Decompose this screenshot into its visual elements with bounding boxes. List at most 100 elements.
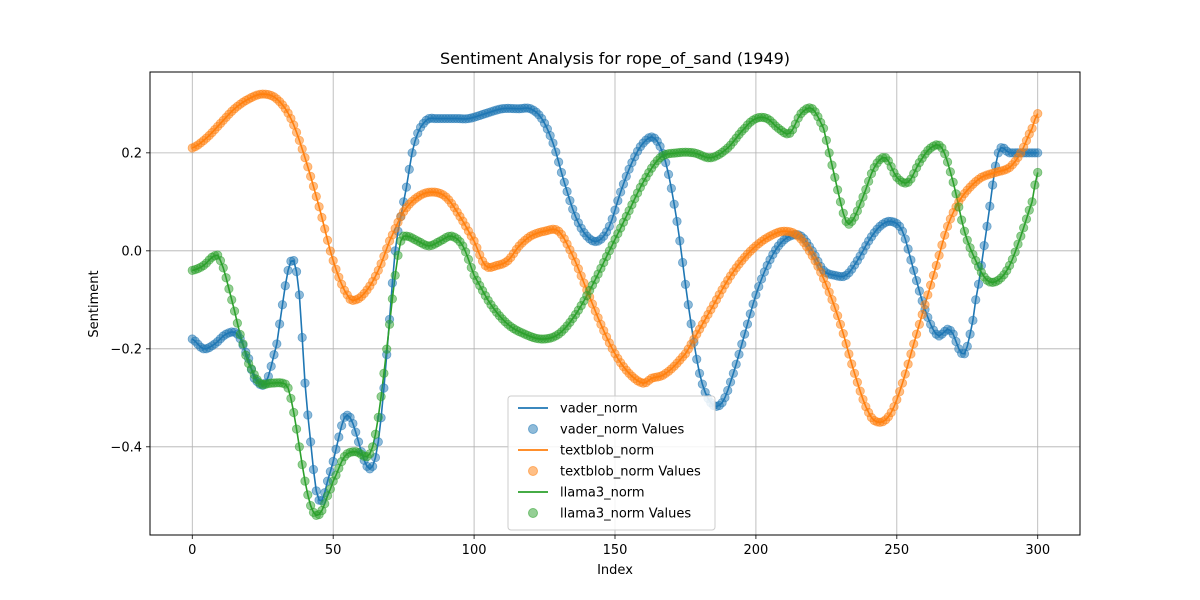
vader_norm-point (697, 379, 707, 389)
vader_norm-point (401, 182, 412, 192)
series-layer (187, 89, 1043, 521)
textblob_norm-point (320, 224, 330, 234)
vader_norm-point (903, 244, 913, 254)
x-tick-label: 0 (188, 543, 196, 558)
vader_norm-point (754, 282, 764, 292)
llama3_norm-point (1033, 167, 1043, 178)
textblob_norm-point (900, 369, 910, 379)
textblob_norm-point (311, 191, 321, 202)
legend-marker-swatch (528, 424, 538, 434)
legend-label: llama3_norm (560, 486, 645, 501)
vader_norm-point (906, 255, 916, 265)
textblob_norm-point (835, 319, 846, 329)
vader_norm-point (269, 350, 279, 360)
llama3_norm-markers (187, 103, 1043, 521)
llama3_norm-point (948, 177, 958, 187)
textblob_norm-point (844, 349, 854, 359)
vader_norm-point (663, 169, 674, 179)
llama3_norm-point (861, 184, 871, 195)
vader_norm-point (368, 461, 378, 472)
vader_norm-point (965, 329, 975, 339)
legend-label: vader_norm Values (560, 423, 685, 438)
y-tick-label: −0.4 (110, 440, 142, 455)
y-axis-label: Sentiment (87, 270, 102, 337)
vader_norm-point (303, 410, 313, 420)
llama3_norm-point (325, 484, 335, 494)
vader_norm-markers (187, 103, 1043, 506)
llama3_norm-point (824, 148, 834, 158)
textblob_norm-point (852, 377, 862, 387)
llama3_norm-point (227, 295, 237, 305)
llama3_norm-point (370, 429, 381, 439)
llama3_norm-point (821, 135, 831, 145)
textblob_norm-point (1027, 123, 1037, 133)
llama3_norm-point (294, 442, 304, 452)
vader_norm-point (666, 183, 676, 193)
vader_norm-point (300, 378, 310, 388)
llama3_norm-point (297, 459, 307, 470)
textblob_norm-point (847, 359, 857, 369)
llama3_norm-point (229, 306, 240, 316)
textblob_norm-point (379, 251, 389, 261)
vader_norm-point (348, 418, 358, 429)
vader_norm-point (306, 437, 316, 447)
vader_norm-point (404, 164, 414, 174)
vader_norm-point (973, 279, 984, 289)
llama3_norm-point (218, 263, 228, 273)
legend-label: textblob_norm Values (560, 465, 701, 480)
vader_norm-point (678, 257, 688, 268)
vader_norm-point (672, 216, 682, 227)
llama3_norm-point (833, 185, 843, 195)
llama3_norm-point (942, 157, 953, 167)
textblob_norm-point (911, 329, 922, 339)
vader_norm-point (613, 196, 623, 206)
llama3_norm-point (1021, 214, 1032, 224)
vader_norm-point (559, 177, 569, 187)
llama3_norm-point (221, 273, 231, 283)
llama3_norm-point (945, 167, 955, 177)
llama3_norm-point (286, 393, 296, 404)
textblob_norm-point (838, 329, 848, 339)
vader_norm-point (900, 234, 910, 244)
llama3_norm-point (232, 318, 242, 328)
vader_norm-point (610, 205, 620, 215)
vader_norm-point (291, 267, 302, 277)
textblob_norm-point (325, 246, 335, 256)
vader_norm-point (353, 437, 364, 447)
vader_norm-point (272, 339, 282, 349)
llama3_norm-point (957, 215, 967, 225)
llama3_norm-point (241, 350, 251, 360)
vader_norm-point (982, 221, 992, 231)
vader_norm-point (554, 157, 564, 167)
vader_norm-point (289, 256, 299, 266)
llama3_norm-point (291, 424, 302, 434)
vader_norm-point (683, 300, 693, 310)
y-axis-ticks: −0.4 −0.2 0.0 0.2 (110, 146, 150, 455)
textblob_norm-point (895, 387, 905, 397)
vader_norm-point (556, 167, 567, 178)
legend-label: vader_norm (560, 402, 638, 417)
llama3_norm-point (376, 391, 386, 402)
vader_norm-point (897, 226, 908, 236)
y-tick-label: 0.2 (121, 146, 142, 161)
vader_norm-point (979, 241, 989, 251)
llama3_norm-point (954, 202, 964, 212)
textblob_norm-point (909, 339, 919, 349)
textblob_norm-point (317, 212, 327, 223)
vader_norm-point (618, 179, 629, 189)
llama3_norm-point (830, 172, 840, 182)
vader_norm-point (731, 359, 741, 369)
llama3_norm-point (224, 284, 234, 294)
llama3_norm-point (962, 235, 972, 245)
textblob_norm-point (931, 260, 941, 271)
llama3_norm-point (373, 412, 383, 423)
llama3_norm-point (379, 368, 389, 378)
llama3_norm-point (289, 407, 299, 418)
textblob_norm-point (849, 368, 860, 378)
vader_norm-point (734, 349, 744, 359)
llama3_norm-point (320, 499, 330, 509)
llama3_norm-point (959, 226, 970, 236)
textblob_norm-point (291, 127, 302, 137)
vader_norm-point (914, 286, 924, 296)
